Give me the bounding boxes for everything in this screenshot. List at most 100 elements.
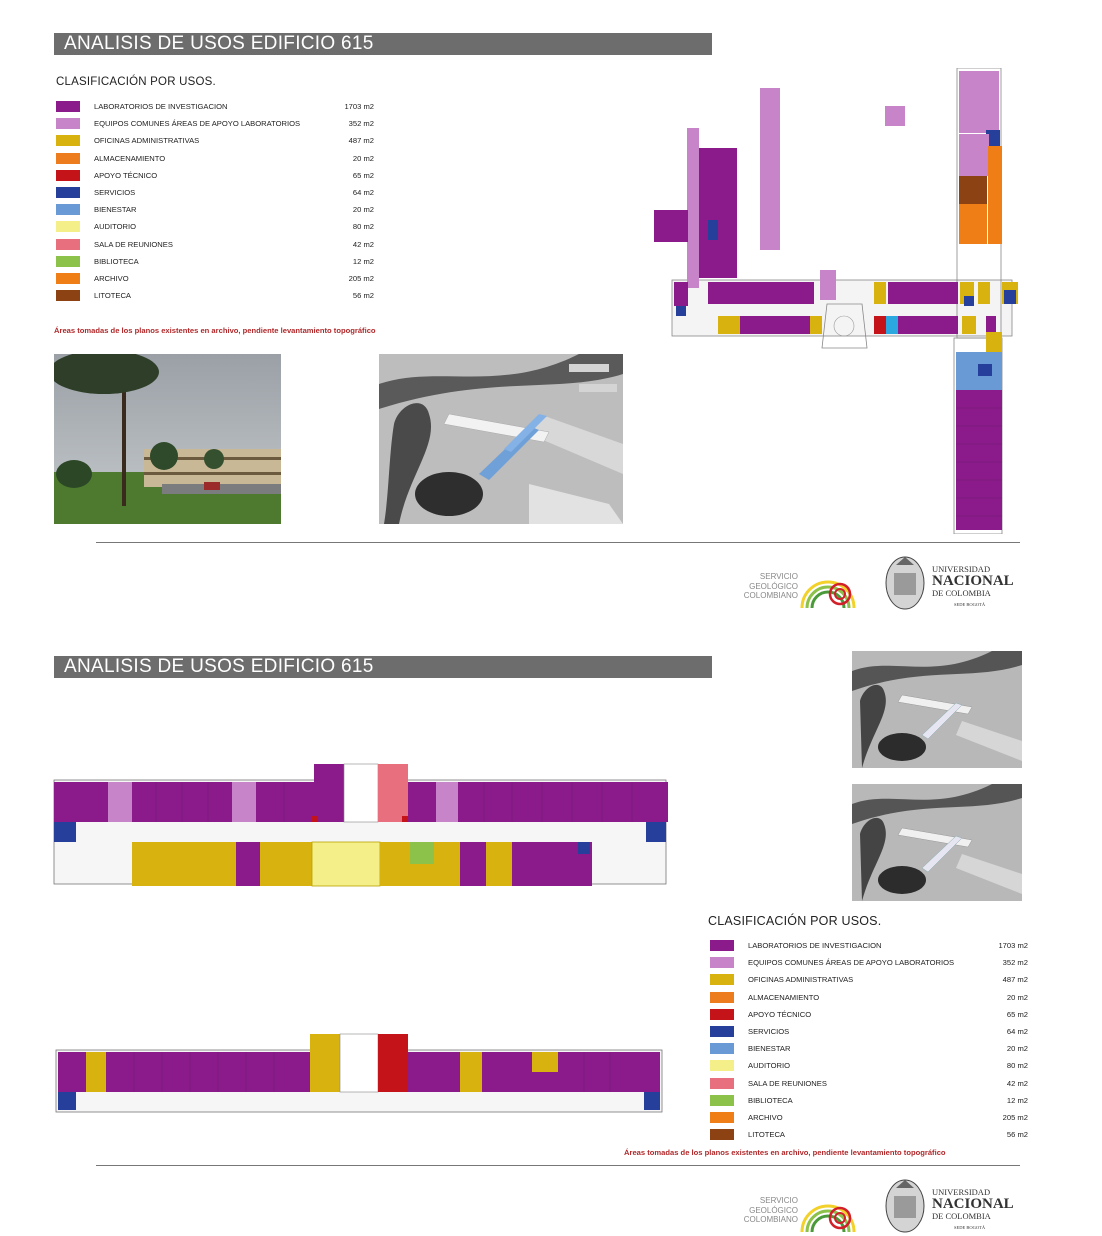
legend-label: ARCHIVO <box>94 273 129 283</box>
sgc-logo-2: SERVICIO GEOLÓGICO COLOMBIANO <box>736 1180 862 1234</box>
legend-area: 352 m2 <box>348 119 374 129</box>
legend-swatch <box>710 1129 734 1141</box>
legend-label: SALA DE REUNIONES <box>748 1078 827 1088</box>
legend-row: OFICINAS ADMINISTRATIVAS 487 m2 <box>56 132 374 149</box>
un-logo: UNIVERSIDAD NACIONAL DE COLOMBIA SEDE BO… <box>884 551 1022 617</box>
legend-area: 205 m2 <box>1002 1112 1028 1122</box>
legend-label: SERVICIOS <box>94 188 136 198</box>
un2-text-line4: SEDE BOGOTÁ <box>954 1225 986 1230</box>
legend-area: 12 m2 <box>352 256 374 266</box>
sheet2-divider <box>96 1165 1020 1166</box>
legend-swatch <box>56 135 80 147</box>
legend-row: LITOTECA 56 m2 <box>710 1126 1028 1143</box>
legend-label: LABORATORIOS DE INVESTIGACION <box>94 102 228 112</box>
legend-area: 80 m2 <box>352 222 374 232</box>
legend-area: 42 m2 <box>1006 1078 1028 1088</box>
legend-row: BIBLIOTECA 12 m2 <box>710 1092 1028 1109</box>
legend-swatch <box>710 1094 734 1106</box>
legend-label: ARCHIVO <box>748 1112 783 1122</box>
legend-row: LITOTECA 56 m2 <box>56 287 374 304</box>
legend-row: ARCHIVO 205 m2 <box>710 1109 1028 1126</box>
legend-label: SALA DE REUNIONES <box>94 239 173 249</box>
legend-area: 20 m2 <box>352 205 374 215</box>
legend-label: LITOTECA <box>94 291 131 301</box>
legend-swatch <box>56 204 80 216</box>
legend-label: BIBLIOTECA <box>94 256 139 266</box>
legend-row: APOYO TÉCNICO 65 m2 <box>710 1006 1028 1023</box>
un-text-line1: UNIVERSIDAD <box>932 564 991 574</box>
legend-label: OFICINAS ADMINISTRATIVAS <box>94 136 200 146</box>
legend-area: 12 m2 <box>1006 1095 1028 1105</box>
sgc-rainbow-icon <box>800 580 856 609</box>
legend-swatch <box>56 152 80 164</box>
legend-area: 1703 m2 <box>344 102 374 112</box>
legend-swatch <box>56 169 80 181</box>
legend-area: 65 m2 <box>1006 1009 1028 1019</box>
legend-label: APOYO TÉCNICO <box>748 1009 812 1019</box>
un-text-line2: NACIONAL <box>932 573 1014 589</box>
sgc-text-line3: COLOMBIANO <box>743 591 798 600</box>
legend-row: AUDITORIO 80 m2 <box>56 218 374 235</box>
legend-row: APOYO TÉCNICO 65 m2 <box>56 167 374 184</box>
sgc2-text-line2: GEOLÓGICO <box>749 1205 798 1215</box>
legend-area: 1703 m2 <box>998 941 1028 951</box>
legend-label: BIBLIOTECA <box>748 1095 793 1105</box>
legend-area: 56 m2 <box>1006 1130 1028 1140</box>
legend-area: 20 m2 <box>1006 992 1028 1002</box>
legend-swatch <box>710 1060 734 1072</box>
legend-swatch <box>56 221 80 233</box>
sgc2-text-line1: SERVICIO <box>759 1196 798 1205</box>
floor-plan-3-lower <box>54 1030 666 1114</box>
legend-swatch <box>710 1026 734 1038</box>
legend-swatch <box>710 940 734 952</box>
legend-row: ARCHIVO 205 m2 <box>56 270 374 287</box>
legend-swatch <box>710 1008 734 1020</box>
legend-swatch <box>56 255 80 267</box>
legend-area: 65 m2 <box>352 170 374 180</box>
legend-row: SALA DE REUNIONES 42 m2 <box>56 236 374 253</box>
legend-swatch <box>56 187 80 199</box>
sheet2-classification-title: CLASIFICACIÓN POR USOS. <box>708 914 882 928</box>
floor-plan-1 <box>652 68 1024 534</box>
legend-swatch <box>710 1111 734 1123</box>
site-render-3d-a <box>852 651 1022 768</box>
sheet1-banner: ANALISIS DE USOS EDIFICIO 615 <box>54 33 712 55</box>
legend-area: 487 m2 <box>348 136 374 146</box>
sgc-text-line2: GEOLÓGICO <box>749 581 798 591</box>
legend-area: 352 m2 <box>1002 958 1028 968</box>
sheet1-divider <box>96 542 1020 543</box>
un2-text-line3: DE COLOMBIA <box>932 1211 991 1221</box>
un-logo-2: UNIVERSIDAD NACIONAL DE COLOMBIA SEDE BO… <box>884 1174 1022 1236</box>
legend-row: ALMACENAMIENTO 20 m2 <box>56 150 374 167</box>
un2-text-line2: NACIONAL <box>932 1196 1014 1212</box>
legend-row: SERVICIOS 64 m2 <box>56 184 374 201</box>
sheet1-note: Áreas tomadas de los planos existentes e… <box>54 326 376 335</box>
legend-row: AUDITORIO 80 m2 <box>710 1057 1028 1074</box>
legend-label: LABORATORIOS DE INVESTIGACION <box>748 941 882 951</box>
legend-area: 56 m2 <box>352 291 374 301</box>
legend-label: AUDITORIO <box>94 222 137 232</box>
legend-area: 487 m2 <box>1002 975 1028 985</box>
legend-row: SERVICIOS 64 m2 <box>710 1023 1028 1040</box>
legend-label: SERVICIOS <box>748 1027 790 1037</box>
sheet2-banner: ANALISIS DE USOS EDIFICIO 615 <box>54 656 712 678</box>
legend-row: OFICINAS ADMINISTRATIVAS 487 m2 <box>710 971 1028 988</box>
un-crest-icon <box>885 556 925 610</box>
legend-label: EQUIPOS COMUNES ÁREAS DE APOYO LABORATOR… <box>94 119 301 129</box>
sheet1-legend: LABORATORIOS DE INVESTIGACION 1703 m2 EQUI… <box>56 98 374 304</box>
legend-label: ALMACENAMIENTO <box>94 153 166 163</box>
legend-row: LABORATORIOS DE INVESTIGACION 1703 m2 <box>56 98 374 115</box>
legend-area: 64 m2 <box>352 188 374 198</box>
legend-swatch <box>56 272 80 284</box>
sheet2-legend: LABORATORIOS DE INVESTIGACION 1703 m2 EQUI… <box>710 937 1028 1143</box>
floor-plan-2-upper <box>52 760 670 894</box>
legend-swatch <box>56 118 80 130</box>
legend-row: LABORATORIOS DE INVESTIGACION 1703 m2 <box>710 937 1028 954</box>
un-text-line3: DE COLOMBIA <box>932 588 991 598</box>
legend-area: 20 m2 <box>352 153 374 163</box>
legend-label: BIENESTAR <box>94 205 137 215</box>
legend-area: 64 m2 <box>1006 1027 1028 1037</box>
legend-row: BIENESTAR 20 m2 <box>56 201 374 218</box>
legend-area: 42 m2 <box>352 239 374 249</box>
un2-text-line1: UNIVERSIDAD <box>932 1187 991 1197</box>
